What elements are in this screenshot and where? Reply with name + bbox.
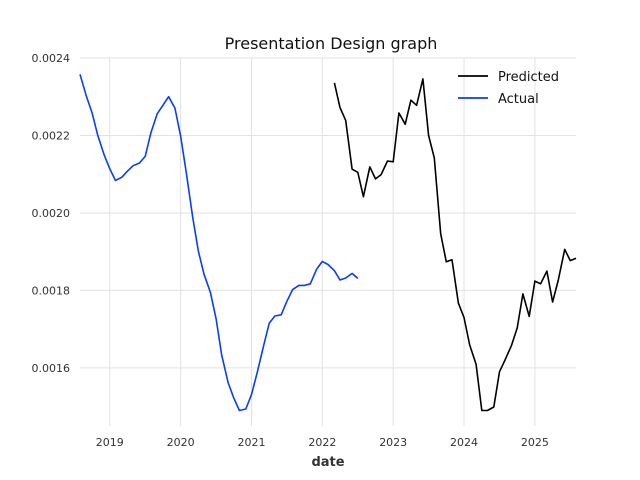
y-tick-label: 0.0018 xyxy=(32,284,71,297)
chart-title: Presentation Design graph xyxy=(225,34,438,53)
x-tick-label: 2025 xyxy=(521,436,549,449)
x-tick-label: 2020 xyxy=(167,436,195,449)
x-axis-label: date xyxy=(311,455,344,470)
series-line-actual xyxy=(79,74,359,412)
series-line-predicted xyxy=(333,78,577,412)
x-tick-label: 2022 xyxy=(308,436,336,449)
y-tick-label: 0.0024 xyxy=(32,52,71,65)
y-tick-label: 0.0020 xyxy=(32,207,71,220)
series-layer xyxy=(79,74,577,412)
tick-layer: 2019 2020 2021 2022 2023 2024 2025 0.0016 0.0018… xyxy=(32,52,549,449)
legend-label-predicted: Predicted xyxy=(498,70,559,85)
x-tick-label: 2021 xyxy=(237,436,265,449)
legend: Predicted Actual xyxy=(458,70,559,107)
legend-label-actual: Actual xyxy=(498,92,539,107)
grid-layer xyxy=(80,57,576,426)
x-tick-label: 2019 xyxy=(96,436,124,449)
y-tick-label: 0.0022 xyxy=(32,129,71,142)
x-tick-label: 2023 xyxy=(379,436,407,449)
y-tick-label: 0.0016 xyxy=(32,362,71,375)
x-tick-label: 2024 xyxy=(450,436,478,449)
